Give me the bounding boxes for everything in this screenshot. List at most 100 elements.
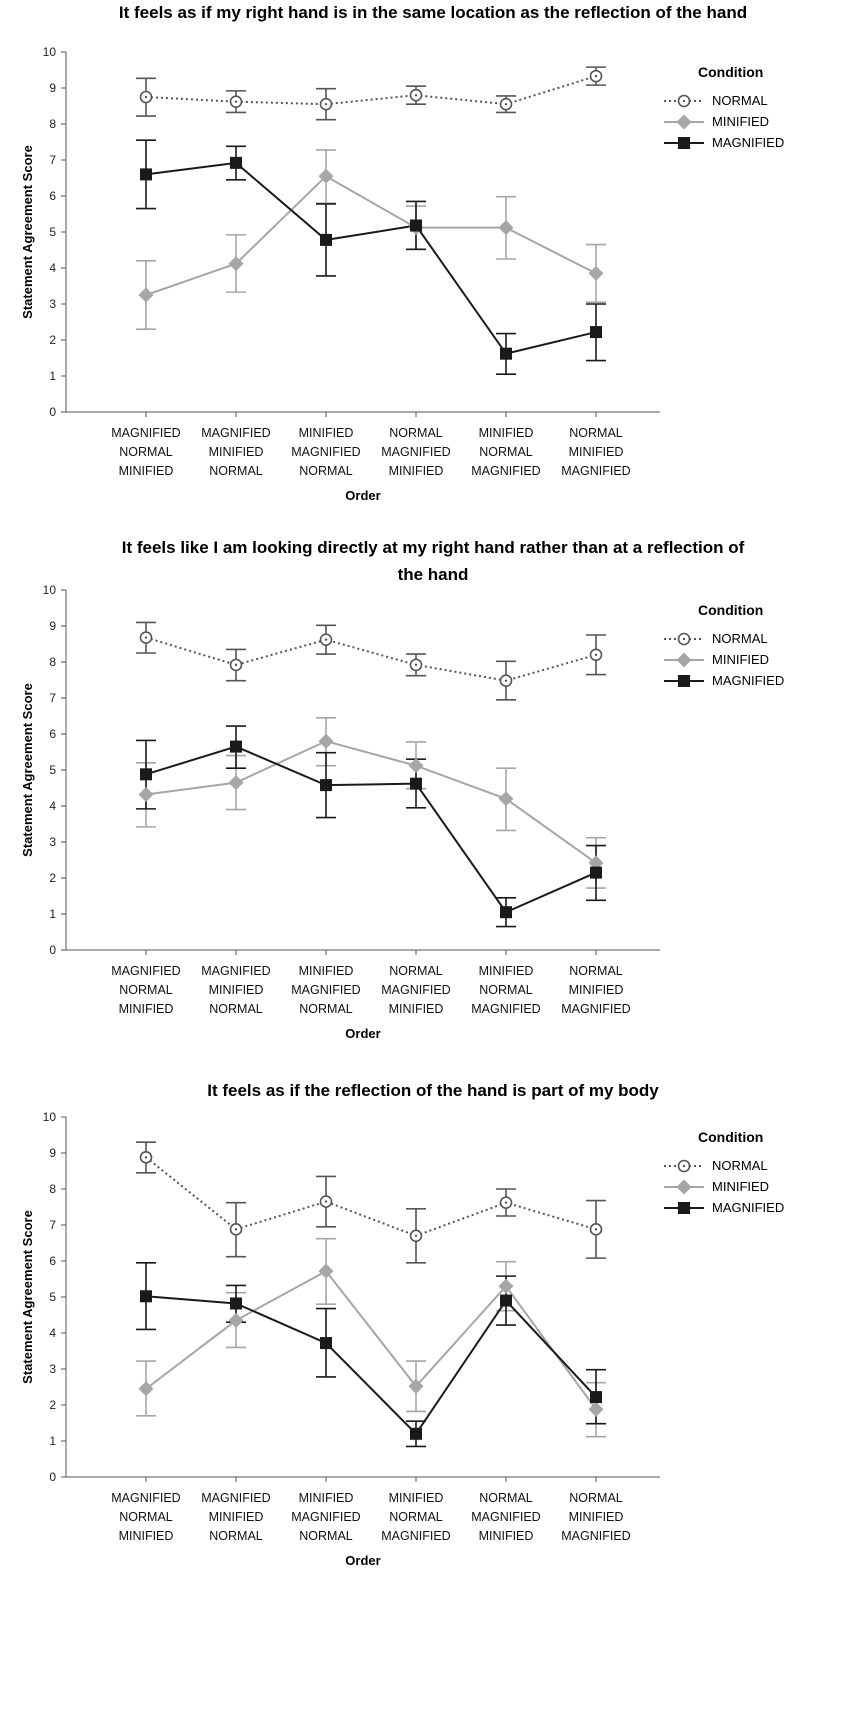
series-magnified-errorbars	[136, 139, 606, 376]
x-category-label: MAGNIFIED	[381, 1529, 450, 1543]
x-category-label: MINIFIED	[299, 426, 354, 440]
x-category-label: MAGNIFIED	[111, 1491, 180, 1505]
data-point-magnified	[230, 156, 242, 169]
data-point-normal-center	[324, 1200, 328, 1203]
x-category-label: MAGNIFIED	[201, 964, 270, 978]
chart-panel-2: It feels like I am looking directly at m…	[20, 538, 784, 1041]
x-category-label: MAGNIFIED	[471, 464, 540, 478]
data-point-magnified	[500, 906, 512, 919]
data-point-minified	[228, 775, 244, 791]
y-axis-label: Statement Agreement Score	[20, 683, 35, 857]
legend-label-normal: NORMAL	[712, 93, 768, 108]
x-category-label: NORMAL	[569, 426, 623, 440]
data-point-normal-center	[594, 1228, 598, 1231]
x-category-label: NORMAL	[479, 1491, 533, 1505]
y-tick-label: 4	[49, 1326, 56, 1340]
series-line-magnified	[145, 161, 597, 355]
x-category-label: MINIFIED	[479, 1529, 534, 1543]
x-category-label: MAGNIFIED	[111, 426, 180, 440]
data-point-normal-center	[414, 94, 418, 97]
y-tick-label: 2	[49, 1398, 56, 1412]
x-category-label: MINIFIED	[389, 1491, 444, 1505]
legend-label-magnified: MAGNIFIED	[712, 673, 784, 688]
y-tick-label: 10	[43, 1110, 57, 1124]
data-point-magnified	[410, 219, 422, 232]
series-minified-errorbars	[136, 716, 606, 889]
data-point-minified	[318, 733, 334, 749]
x-category-label: MINIFIED	[479, 426, 534, 440]
series-line-minified	[145, 740, 597, 864]
data-point-minified	[498, 791, 514, 807]
legend-label-minified: MINIFIED	[712, 1179, 769, 1194]
data-point-magnified	[590, 1391, 602, 1404]
x-category-label: MINIFIED	[299, 964, 354, 978]
series-normal-errorbars	[136, 621, 606, 701]
legend-marker-magnified	[678, 675, 690, 687]
x-category-label: NORMAL	[209, 1002, 263, 1016]
x-category-label: NORMAL	[119, 983, 173, 997]
chart-title-line: It feels as if my right hand is in the s…	[119, 3, 747, 22]
data-point-magnified	[500, 347, 512, 360]
data-point-minified	[228, 256, 244, 272]
y-tick-label: 9	[49, 619, 56, 633]
x-category-label: MINIFIED	[119, 1529, 174, 1543]
legend-marker-normal-center	[682, 1164, 686, 1168]
series-minified-errorbars	[136, 1237, 606, 1438]
data-point-magnified	[410, 1427, 422, 1440]
x-category-label: MINIFIED	[569, 445, 624, 459]
x-category-label: NORMAL	[389, 964, 443, 978]
chart-title-line: It feels like I am looking directly at m…	[122, 538, 745, 557]
y-tick-label: 2	[49, 871, 56, 885]
data-point-normal-center	[594, 653, 598, 656]
x-category-label: MAGNIFIED	[561, 1529, 630, 1543]
x-category-label: MINIFIED	[119, 1002, 174, 1016]
x-category-label: MAGNIFIED	[471, 1002, 540, 1016]
data-point-normal-center	[414, 663, 418, 667]
x-category-label: NORMAL	[299, 1529, 353, 1543]
legend-label-magnified: MAGNIFIED	[712, 1200, 784, 1215]
data-point-minified	[138, 1381, 154, 1397]
x-category-label: NORMAL	[209, 464, 263, 478]
x-category-label: MINIFIED	[209, 445, 264, 459]
data-point-magnified	[140, 768, 152, 781]
data-point-normal-center	[324, 638, 328, 641]
x-category-label: MINIFIED	[569, 1510, 624, 1524]
series-normal-errorbars	[136, 66, 606, 121]
data-point-normal-center	[234, 663, 238, 667]
y-tick-label: 10	[43, 583, 57, 597]
legend-label-normal: NORMAL	[712, 631, 768, 646]
x-category-label: MINIFIED	[569, 983, 624, 997]
y-tick-label: 7	[49, 691, 56, 705]
data-point-normal-center	[324, 103, 328, 106]
y-tick-label: 0	[49, 943, 56, 957]
y-tick-label: 7	[49, 153, 56, 167]
x-category-label: MINIFIED	[209, 983, 264, 997]
y-tick-label: 3	[49, 835, 56, 849]
data-point-normal-center	[414, 1234, 418, 1238]
data-point-minified	[228, 1312, 244, 1328]
data-point-minified	[318, 1263, 334, 1279]
data-point-normal-center	[144, 636, 148, 639]
legend-marker-minified	[676, 114, 692, 130]
y-tick-label: 3	[49, 297, 56, 311]
data-point-magnified	[590, 326, 602, 339]
chart-title-line: It feels as if the reflection of the han…	[207, 1081, 659, 1100]
data-point-minified	[408, 758, 424, 774]
x-category-label: MAGNIFIED	[291, 983, 360, 997]
x-category-label: NORMAL	[119, 1510, 173, 1524]
y-tick-label: 2	[49, 333, 56, 347]
data-point-normal-center	[504, 679, 508, 682]
x-category-label: MINIFIED	[479, 964, 534, 978]
data-point-normal-center	[144, 1156, 148, 1159]
x-category-label: MAGNIFIED	[291, 445, 360, 459]
y-tick-label: 7	[49, 1218, 56, 1232]
x-axis-label: Order	[345, 488, 380, 503]
data-point-normal-center	[144, 95, 148, 99]
series-line-normal	[145, 75, 597, 106]
data-point-magnified	[320, 1337, 332, 1350]
y-tick-label: 4	[49, 799, 56, 813]
x-category-label: MINIFIED	[389, 1002, 444, 1016]
x-category-label: NORMAL	[479, 445, 533, 459]
chart-title-line: the hand	[398, 565, 469, 584]
